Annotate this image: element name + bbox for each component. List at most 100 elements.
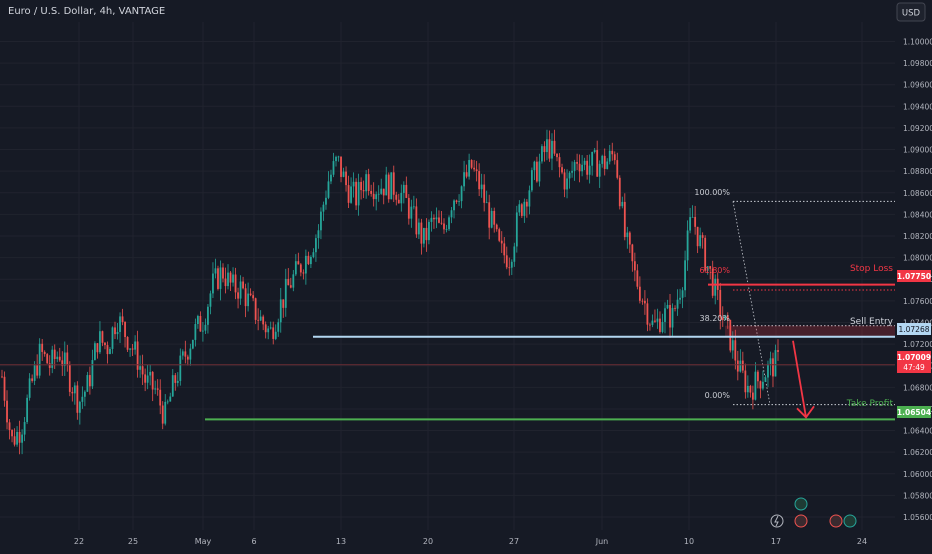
candle-body bbox=[606, 161, 609, 169]
time-tick-label: 25 bbox=[128, 537, 138, 546]
candle-body bbox=[309, 256, 312, 265]
candle-body bbox=[99, 331, 101, 353]
candle-body bbox=[458, 201, 460, 202]
candle-body bbox=[425, 227, 428, 241]
symbol-title[interactable]: Euro / U.S. Dollar, 4h, VANTAGE bbox=[8, 6, 165, 17]
fibonacci-retracement[interactable] bbox=[732, 200, 895, 406]
price-tick-label: 1.09200 bbox=[903, 124, 932, 133]
stop-loss-price: 1.07750 bbox=[897, 272, 931, 281]
candle-body bbox=[681, 290, 684, 298]
candle-body bbox=[119, 316, 121, 332]
candle-body bbox=[721, 317, 724, 321]
sell-entry-price-tag[interactable]: 1.07268 bbox=[897, 323, 931, 335]
candle-body bbox=[548, 139, 551, 159]
candle-body bbox=[141, 366, 144, 375]
candle-body bbox=[355, 181, 357, 206]
candle-body bbox=[330, 174, 332, 182]
candle-body bbox=[249, 293, 252, 296]
candle-body bbox=[104, 342, 106, 346]
candle-body bbox=[390, 172, 393, 200]
candle-body bbox=[131, 348, 134, 350]
eu-flag-icon[interactable] bbox=[843, 514, 857, 528]
candle-body bbox=[43, 351, 46, 355]
candle-body bbox=[621, 201, 624, 207]
stop-loss-price-tag[interactable]: 1.07750 bbox=[897, 270, 931, 282]
candle-body bbox=[741, 360, 744, 371]
us-flag-icon[interactable] bbox=[829, 514, 843, 528]
candle-body bbox=[179, 355, 182, 381]
candle-body bbox=[78, 401, 81, 413]
candle-body bbox=[571, 170, 573, 173]
currency-button-label[interactable]: USD bbox=[902, 9, 921, 19]
candle-body bbox=[774, 350, 777, 377]
us-flag-icon[interactable] bbox=[794, 514, 808, 528]
fib-382-label: 38.20% bbox=[699, 314, 730, 323]
event-icons[interactable] bbox=[770, 497, 857, 528]
candle-body bbox=[212, 273, 214, 294]
candle-body bbox=[61, 360, 64, 366]
take-profit-price-tag[interactable]: 1.06504 bbox=[897, 406, 931, 418]
candle-body bbox=[327, 181, 330, 198]
candle-body bbox=[488, 202, 491, 228]
candle-body bbox=[767, 363, 769, 378]
candle-body bbox=[691, 216, 694, 218]
candle-body bbox=[317, 230, 320, 239]
candle-body bbox=[664, 308, 666, 322]
candle-body bbox=[88, 375, 91, 387]
candle-body bbox=[237, 292, 239, 299]
candle-body bbox=[315, 238, 317, 253]
candle-body bbox=[736, 360, 739, 372]
lightning-icon[interactable] bbox=[770, 514, 784, 528]
candle-body bbox=[407, 197, 410, 219]
current-price-tag[interactable]: 1.07009 47:49 bbox=[897, 351, 931, 373]
candle-body bbox=[729, 319, 732, 351]
candle-body bbox=[16, 431, 18, 445]
candle-body bbox=[51, 349, 54, 368]
candle-body bbox=[360, 181, 363, 191]
price-tick-label: 1.09600 bbox=[903, 81, 932, 90]
candle-body bbox=[405, 184, 408, 198]
candle-body bbox=[480, 184, 483, 190]
candle-body bbox=[164, 401, 167, 424]
candle-body bbox=[159, 389, 162, 406]
candle-body bbox=[591, 151, 594, 166]
candle-body bbox=[669, 304, 671, 328]
currency-button[interactable]: USD bbox=[896, 2, 926, 22]
candle-body bbox=[505, 255, 508, 268]
time-tick-label: May bbox=[195, 537, 212, 546]
candle-body bbox=[772, 358, 774, 377]
candle-body bbox=[498, 229, 501, 241]
time-tick-label: 20 bbox=[423, 537, 433, 546]
candle-body bbox=[126, 336, 129, 350]
time-tick-label: 6 bbox=[251, 537, 256, 546]
candle-body bbox=[380, 188, 383, 194]
candle-body bbox=[649, 324, 651, 326]
candle-body bbox=[312, 252, 315, 257]
candle-body bbox=[435, 217, 438, 220]
candle-body bbox=[400, 192, 403, 204]
price-tick-label: 1.07600 bbox=[903, 297, 932, 306]
candle-body bbox=[58, 356, 61, 361]
candle-body bbox=[749, 385, 752, 393]
candle-body bbox=[465, 172, 468, 177]
candle-body bbox=[739, 360, 742, 372]
candle-body bbox=[31, 378, 34, 381]
candle-body bbox=[623, 201, 626, 238]
candle-body bbox=[3, 376, 6, 401]
candle-body bbox=[731, 340, 734, 351]
price-tick-label: 1.07200 bbox=[903, 340, 932, 349]
trade-levels[interactable] bbox=[0, 283, 895, 421]
candle-body bbox=[684, 260, 686, 291]
candle-body bbox=[679, 297, 681, 300]
candle-body bbox=[666, 304, 669, 309]
candle-body bbox=[503, 243, 506, 256]
candle-body bbox=[299, 264, 302, 273]
candle-body bbox=[746, 385, 749, 393]
candle-body bbox=[417, 222, 420, 235]
time-axis[interactable]: 22 25 May 6 13 20 27 Jun 10 17 24 bbox=[74, 537, 867, 546]
event-icon[interactable] bbox=[794, 497, 808, 511]
candle-body bbox=[23, 422, 26, 435]
candle-body bbox=[239, 281, 242, 299]
